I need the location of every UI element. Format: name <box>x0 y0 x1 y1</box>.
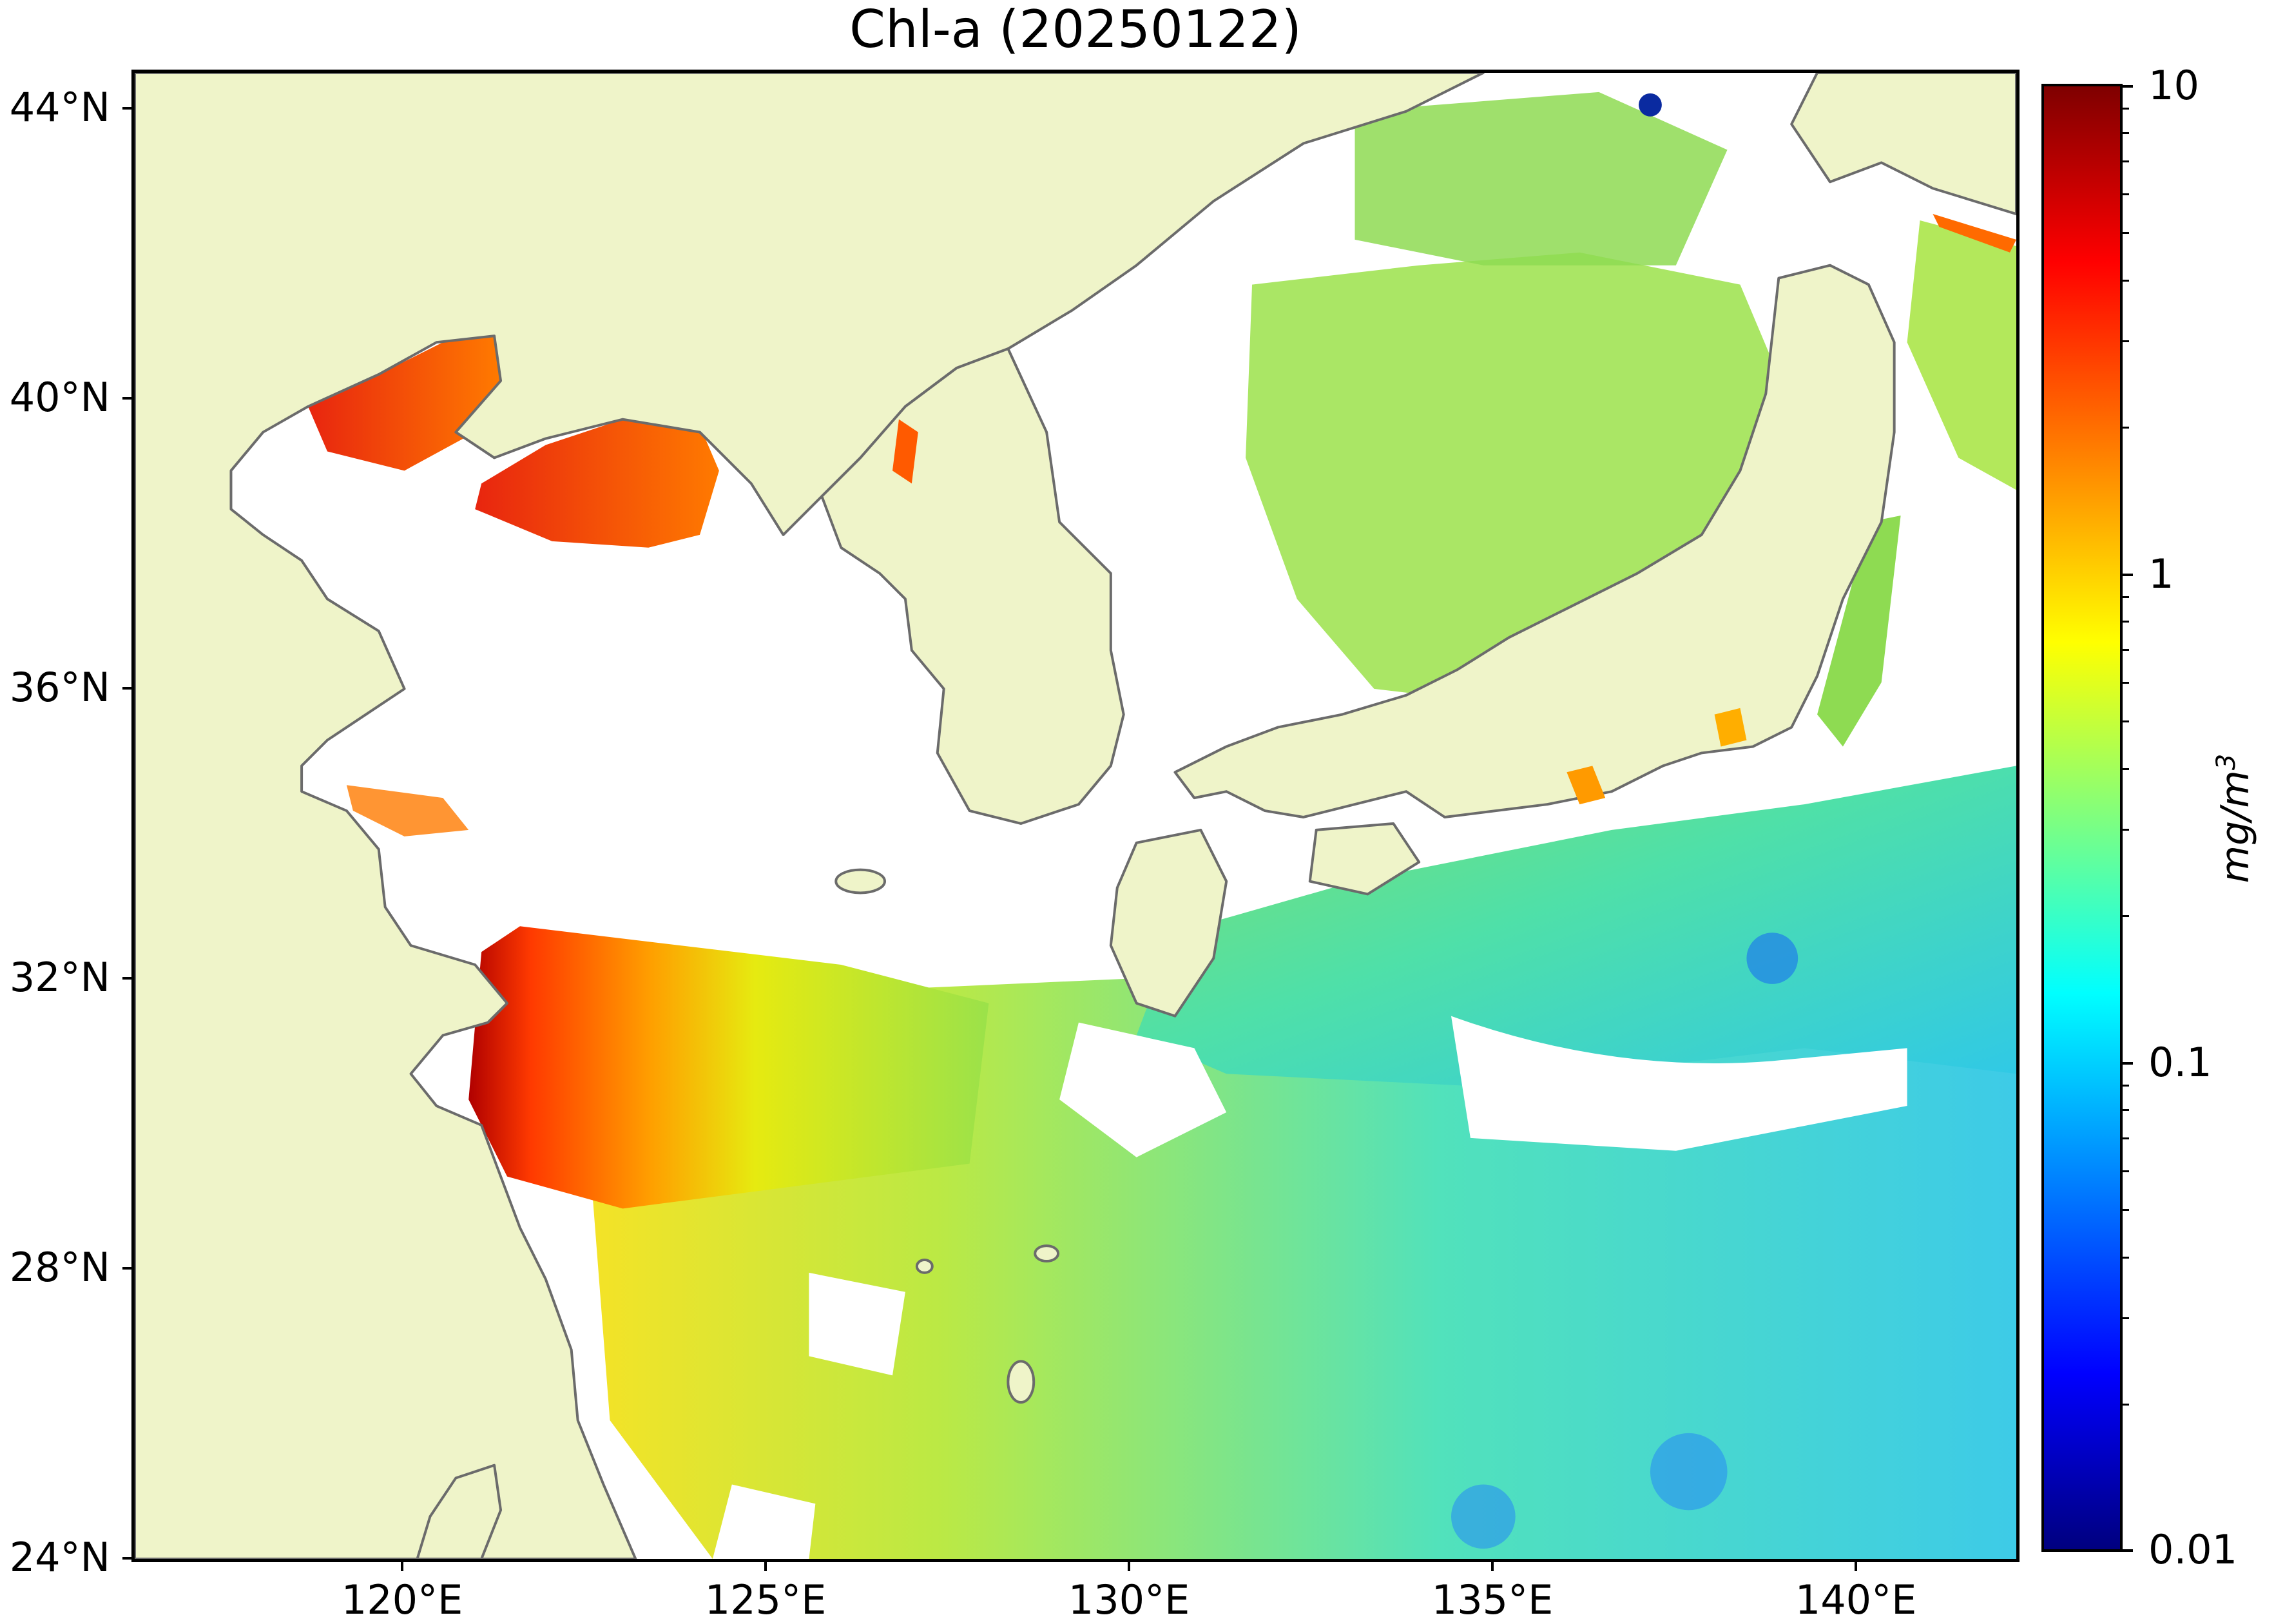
cbar-minor-tick <box>2123 1109 2129 1111</box>
cbar-minor-tick <box>2123 193 2129 195</box>
cbar-minor-tick <box>2123 1404 2129 1406</box>
cbar-minor-tick <box>2123 1317 2129 1319</box>
cbar-minor-tick <box>2123 682 2129 684</box>
cbar-minor-tick <box>2123 1170 2129 1172</box>
lat-label-32: 32°N <box>9 954 110 1001</box>
lon-tick <box>764 1562 767 1571</box>
cbar-minor-tick <box>2123 915 2129 917</box>
lat-tick <box>122 1557 131 1560</box>
lat-label-44: 44°N <box>9 84 110 131</box>
cbar-minor-tick <box>2123 132 2129 134</box>
lat-tick <box>122 977 131 980</box>
cbar-minor-tick <box>2123 596 2129 598</box>
cbar-label-0-01: 0.01 <box>2148 1526 2238 1573</box>
lon-label-120: 120°E <box>341 1576 463 1623</box>
cbar-minor-tick <box>2123 280 2129 282</box>
cbar-minor-tick <box>2123 340 2129 342</box>
cbar-minor-tick <box>2123 1257 2129 1259</box>
lon-tick <box>401 1562 403 1571</box>
cbar-minor-tick <box>2123 427 2129 429</box>
lat-label-24: 24°N <box>9 1534 110 1581</box>
lat-label-36: 36°N <box>9 664 110 711</box>
chlorophyll-map <box>135 73 2016 1559</box>
cbar-minor-tick <box>2123 160 2129 162</box>
lon-tick <box>1491 1562 1494 1571</box>
lon-label-130: 130°E <box>1068 1576 1190 1623</box>
cbar-label-10: 10 <box>2148 62 2199 109</box>
cbar-minor-tick <box>2123 108 2129 110</box>
colorbar-unit-label: mg/m3 <box>2212 753 2258 884</box>
cloud-gaps <box>712 1016 1907 1559</box>
land <box>135 73 2016 1559</box>
cbar-label-0-1: 0.1 <box>2148 1039 2212 1086</box>
cbar-minor-tick <box>2123 232 2129 234</box>
cbar-minor-tick <box>2123 1085 2129 1087</box>
lat-tick <box>122 687 131 690</box>
lon-label-140: 140°E <box>1795 1576 1917 1623</box>
cbar-minor-tick <box>2123 768 2129 770</box>
coastal-features <box>892 214 2016 805</box>
cbar-minor-tick <box>2123 1137 2129 1139</box>
cbar-tick <box>2123 85 2133 88</box>
lon-label-135: 135°E <box>1431 1576 1554 1623</box>
lon-tick <box>1855 1562 1857 1571</box>
cbar-minor-tick <box>2123 720 2129 722</box>
lon-tick <box>1128 1562 1130 1571</box>
lat-tick <box>122 1267 131 1270</box>
cbar-minor-tick <box>2123 829 2129 831</box>
lat-tick <box>122 397 131 400</box>
lat-label-40: 40°N <box>9 374 110 421</box>
lon-label-125: 125°E <box>704 1576 827 1623</box>
map-plot-area <box>131 70 2020 1562</box>
lat-label-28: 28°N <box>9 1244 110 1291</box>
cbar-minor-tick <box>2123 649 2129 651</box>
cbar-tick <box>2123 574 2133 576</box>
map-title: Chl-a (20250122) <box>849 0 1302 59</box>
cbar-minor-tick <box>2123 621 2129 623</box>
cbar-tick <box>2123 1549 2133 1552</box>
cbar-label-1: 1 <box>2148 550 2174 597</box>
cbar-minor-tick <box>2123 1209 2129 1211</box>
colorbar <box>2041 84 2123 1552</box>
lat-tick <box>122 107 131 110</box>
cbar-tick <box>2123 1062 2133 1065</box>
